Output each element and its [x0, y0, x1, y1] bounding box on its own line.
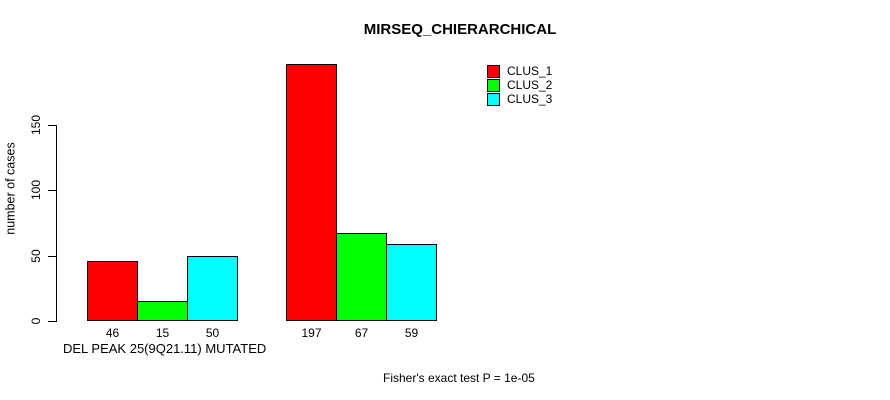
legend-swatch-icon	[487, 79, 500, 92]
bar-clus_2-group2	[336, 233, 387, 321]
legend-item-clus_2: CLUS_2	[487, 79, 552, 92]
legend-label: CLUS_3	[507, 92, 553, 106]
bar-clus_2-group1	[137, 301, 188, 321]
legend-swatch-icon	[487, 93, 500, 106]
legend-item-clus_1: CLUS_1	[487, 65, 552, 78]
legend-label: CLUS_2	[507, 78, 553, 92]
bar-clus_3-group2	[386, 244, 437, 321]
legend-label: CLUS_1	[507, 64, 553, 78]
y-axis-tick	[48, 190, 56, 191]
bar-value-label: 50	[205, 326, 220, 340]
x-axis-group-label: DEL PEAK 25(9Q21.11) MUTATED	[63, 341, 267, 356]
bar-value-label: 15	[155, 326, 170, 340]
bar-value-label: 67	[354, 326, 369, 340]
bar-clus_1-group2	[286, 64, 337, 321]
bar-value-label: 46	[105, 326, 120, 340]
fisher-test-annotation: Fisher's exact test P = 1e-05	[383, 371, 535, 385]
y-axis-tick-label: 0	[29, 317, 43, 325]
bar-clus_3-group1	[187, 256, 238, 321]
y-axis-tick	[48, 321, 56, 322]
y-axis-tick	[48, 256, 56, 257]
y-axis-line	[56, 125, 57, 322]
y-axis-tick-label: 150	[29, 114, 43, 136]
legend: CLUS_1 CLUS_2 CLUS_3	[487, 65, 552, 107]
y-axis-tick-label: 100	[29, 179, 43, 201]
bar-value-label: 197	[301, 326, 322, 340]
y-axis-tick	[48, 125, 56, 126]
bar-value-label: 59	[404, 326, 419, 340]
legend-swatch-icon	[487, 65, 500, 78]
chart-title: MIRSEQ_CHIERARCHICAL	[363, 21, 557, 38]
y-axis-tick-label: 50	[29, 249, 43, 263]
bar-clus_1-group1	[87, 261, 138, 321]
legend-item-clus_3: CLUS_3	[487, 93, 552, 106]
